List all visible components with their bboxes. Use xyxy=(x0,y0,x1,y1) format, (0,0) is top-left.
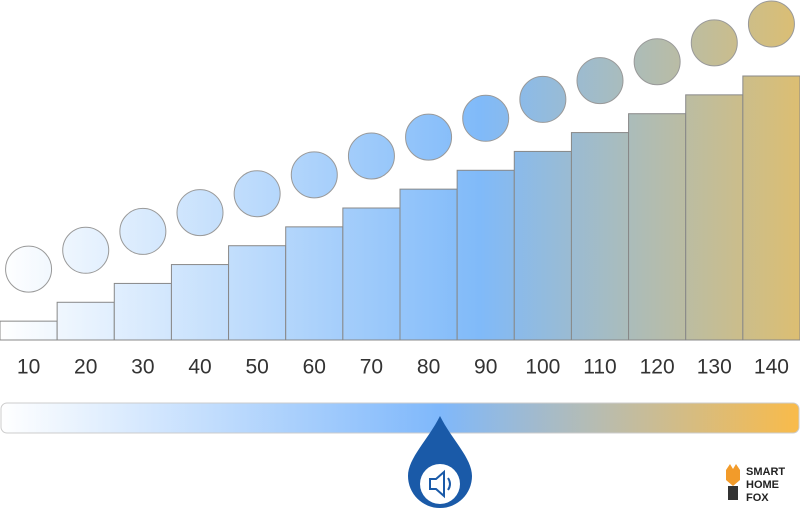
bar xyxy=(628,113,687,341)
icon xyxy=(519,75,567,123)
icon xyxy=(233,170,281,218)
icon xyxy=(690,19,738,67)
icon xyxy=(462,94,510,142)
icon xyxy=(747,0,795,48)
bar xyxy=(113,282,172,341)
icon xyxy=(5,245,53,293)
logo-text: HOME xyxy=(746,479,779,491)
x-tick-label: 140 xyxy=(754,356,789,379)
bar xyxy=(0,320,58,341)
icon xyxy=(290,151,338,199)
bars xyxy=(0,0,800,341)
x-tick-label: 70 xyxy=(360,356,383,379)
x-tick-label: 130 xyxy=(697,356,732,379)
x-tick-label: 20 xyxy=(74,356,97,379)
icon xyxy=(176,189,224,237)
x-tick-label: 40 xyxy=(188,356,211,379)
bar xyxy=(399,188,458,341)
x-tick-label: 60 xyxy=(303,356,326,379)
x-tick-label: 80 xyxy=(417,356,440,379)
x-tick-label: 50 xyxy=(245,356,268,379)
bar xyxy=(170,264,230,341)
icon xyxy=(633,38,681,86)
x-tick-label: 30 xyxy=(131,356,154,379)
marker xyxy=(408,416,472,508)
x-tick-label: 90 xyxy=(474,356,497,379)
bar xyxy=(685,94,744,341)
bar xyxy=(456,169,515,341)
bar xyxy=(742,75,800,341)
icon xyxy=(576,57,624,105)
x-tick-label: 110 xyxy=(583,356,616,379)
bar xyxy=(285,226,344,341)
icon xyxy=(119,207,167,255)
scale-strip xyxy=(0,402,800,434)
logo-text: FOX xyxy=(746,492,769,504)
x-tick-label: 10 xyxy=(17,356,40,379)
icon xyxy=(347,132,395,180)
x-tick-label: 120 xyxy=(640,356,675,379)
bar xyxy=(513,150,572,341)
bar xyxy=(342,207,401,341)
logo-text: SMART xyxy=(746,466,785,478)
bar xyxy=(570,132,630,341)
icon xyxy=(405,113,453,161)
x-tick-label: 100 xyxy=(525,356,560,379)
logo: SMART HOME FOX xyxy=(726,464,785,504)
bar xyxy=(228,245,287,341)
bar xyxy=(56,301,115,341)
icon xyxy=(62,226,110,274)
